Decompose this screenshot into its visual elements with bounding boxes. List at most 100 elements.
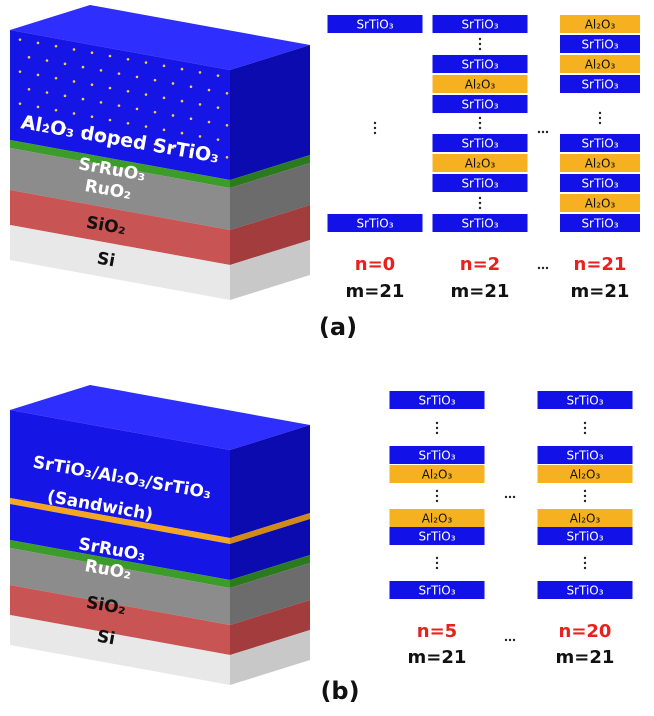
dopant-dot: [55, 77, 58, 80]
dopant-dot: [19, 70, 22, 73]
ellipsis-dot: [538, 131, 540, 133]
dopant-dot: [199, 71, 202, 74]
block-label: SrTiO₃: [581, 38, 618, 52]
ellipsis-dot: [505, 639, 507, 641]
m-label: m=21: [451, 281, 510, 302]
dopant-dot: [55, 109, 58, 112]
block-label: SrTiO₃: [461, 18, 498, 32]
dopant-dot: [100, 101, 103, 104]
ellipsis-dot: [436, 567, 438, 569]
ellipsis-dot: [584, 495, 586, 497]
block-label: SrTiO₃: [581, 137, 618, 151]
block-label: SrTiO₃: [566, 530, 603, 544]
figure: Al₂O₃ doped SrTiO₃SrRuO₃RuO₂SiO₂SiSrTiO₃…: [0, 0, 654, 716]
dopant-dot: [109, 55, 112, 58]
dopant-dot: [181, 100, 184, 103]
ellipsis-dot: [479, 202, 481, 204]
ellipsis-dot: [538, 267, 540, 269]
n-label: n=21: [574, 254, 627, 275]
dopant-dot: [145, 125, 148, 128]
dopant-dot: [127, 90, 130, 93]
block-label: Al₂O₃: [585, 197, 616, 211]
dopant-dot: [190, 85, 193, 88]
dopant-dot: [199, 135, 202, 138]
dopant-dot: [118, 104, 121, 107]
m-label: m=21: [571, 281, 630, 302]
block-label: SrTiO₃: [566, 584, 603, 598]
dopant-dot: [91, 51, 94, 54]
ellipsis-dot: [542, 131, 544, 133]
block-label: SrTiO₃: [418, 394, 455, 408]
ellipsis-dot: [479, 207, 481, 209]
dopant-dot: [217, 106, 220, 109]
block-label: SrTiO₃: [461, 98, 498, 112]
ellipsis-dot: [584, 490, 586, 492]
dopant-dot: [208, 121, 211, 124]
dopant-dot: [181, 132, 184, 135]
ellipsis-dot: [479, 117, 481, 119]
ellipsis-dot: [542, 267, 544, 269]
block-label: SrTiO₃: [418, 530, 455, 544]
ellipsis-dot: [479, 43, 481, 45]
dopant-dot: [136, 76, 139, 79]
dopant-dot: [127, 58, 130, 61]
ellipsis-dot: [546, 131, 548, 133]
dopant-dot: [46, 59, 49, 62]
ellipsis-dot: [584, 422, 586, 424]
dopant-dot: [82, 66, 85, 69]
dopant-dot: [37, 74, 40, 77]
dopant-dot: [64, 95, 67, 98]
dopant-dot: [37, 106, 40, 109]
dopant-dot: [190, 117, 193, 120]
ellipsis-dot: [599, 117, 601, 119]
block-label: SrTiO₃: [581, 177, 618, 191]
layer-label: Si: [95, 627, 116, 650]
dopant-dot: [100, 69, 103, 72]
dopant-dot: [28, 56, 31, 59]
block-label: SrTiO₃: [356, 18, 393, 32]
dopant-dot: [37, 42, 40, 45]
ellipsis-dot: [546, 267, 548, 269]
dopant-dot: [163, 129, 166, 132]
dopant-dot: [46, 91, 49, 94]
ellipsis-dot: [479, 38, 481, 40]
m-label: m=21: [408, 647, 467, 668]
ellipsis-dot: [374, 122, 376, 124]
ellipsis-dot: [436, 557, 438, 559]
dopant-dot: [226, 92, 229, 95]
ellipsis-dot: [599, 122, 601, 124]
dopant-dot: [226, 124, 229, 127]
block-label: Al₂O₃: [465, 157, 496, 171]
dopant-dot: [217, 74, 220, 77]
block-label: Al₂O₃: [422, 512, 453, 526]
dopant-dot: [82, 98, 85, 101]
block-label: SrTiO₃: [461, 58, 498, 72]
ellipsis-dot: [436, 500, 438, 502]
block-label: SrTiO₃: [418, 449, 455, 463]
ellipsis-dot: [374, 127, 376, 129]
block-label: Al₂O₃: [570, 468, 601, 482]
ellipsis-dot: [436, 432, 438, 434]
dopant-dot: [91, 83, 94, 86]
dopant-dot: [118, 72, 121, 75]
dopant-dot: [19, 38, 22, 41]
n-label: n=20: [559, 621, 612, 642]
ellipsis-dot: [479, 122, 481, 124]
ellipsis-dot: [436, 422, 438, 424]
ellipsis-dot: [479, 127, 481, 129]
block-label: SrTiO₃: [461, 137, 498, 151]
n-label: n=5: [417, 621, 457, 642]
dopant-dot: [217, 138, 220, 141]
dopant-dot: [145, 93, 148, 96]
ellipsis-dot: [436, 490, 438, 492]
n-label: n=0: [355, 254, 395, 275]
ellipsis-dot: [584, 562, 586, 564]
block-label: SrTiO₃: [356, 217, 393, 231]
ellipsis-dot: [584, 567, 586, 569]
ellipsis-dot: [599, 112, 601, 114]
dopant-dot: [73, 80, 76, 83]
block-label: Al₂O₃: [465, 78, 496, 92]
dopant-dot: [136, 108, 139, 111]
dopant-dot: [154, 111, 157, 114]
block-label: SrTiO₃: [418, 584, 455, 598]
